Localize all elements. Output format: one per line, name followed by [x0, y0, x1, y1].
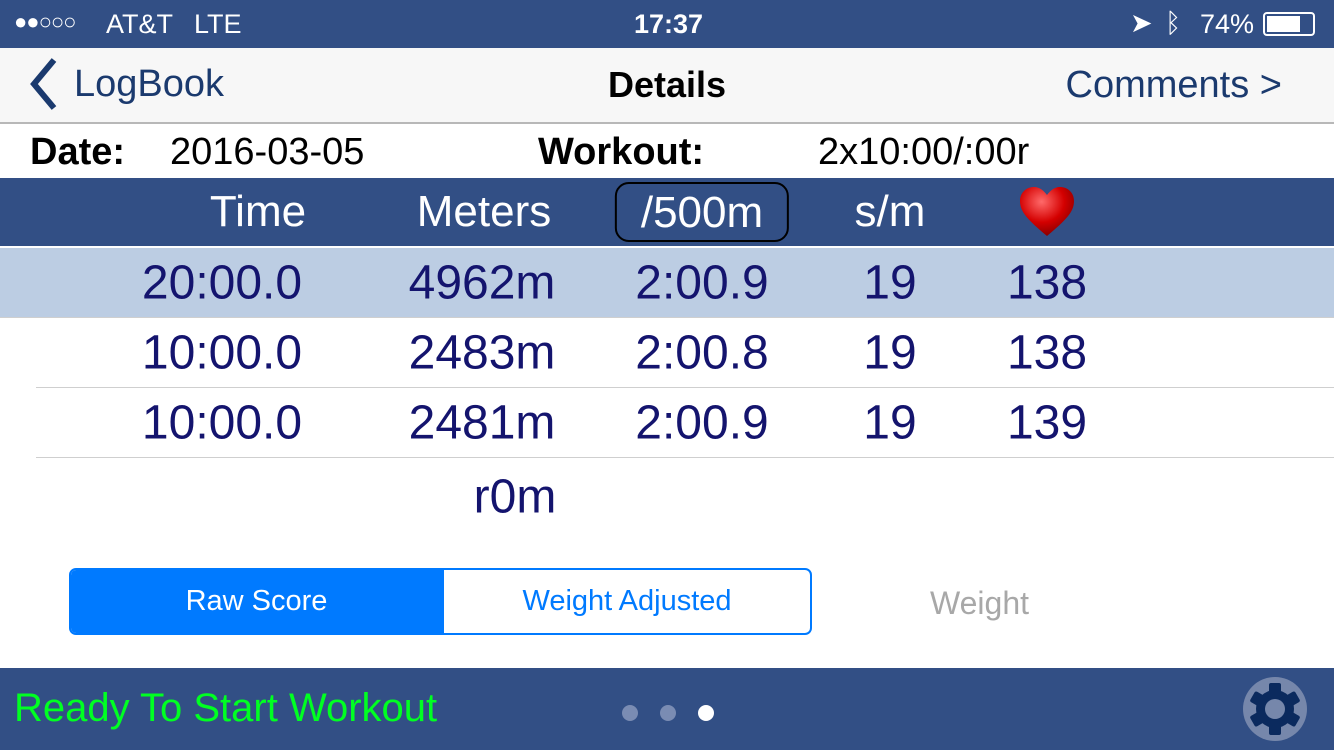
- workout-info: Date: 2016-03-05 Workout: 2x10:00/:00r: [0, 126, 1334, 178]
- cell-pace: 2:00.9: [635, 396, 769, 450]
- page-dot-active[interactable]: [698, 705, 714, 721]
- chevron-left-icon: [30, 58, 57, 110]
- cell-stroke-rate: 19: [863, 396, 917, 450]
- page-title: Details: [607, 64, 727, 105]
- rest-row: r0m: [0, 462, 1334, 532]
- header-time[interactable]: Time: [209, 187, 307, 236]
- header-stroke-rate[interactable]: s/m: [854, 187, 926, 236]
- battery-icon: [1263, 12, 1315, 36]
- cell-meters: 4962m: [408, 256, 556, 310]
- cell-stroke-rate: 19: [863, 256, 917, 310]
- raw-score-segment[interactable]: Raw Score: [71, 570, 442, 633]
- bluetooth-icon: ᛒ: [1165, 8, 1182, 38]
- date-value: 2016-03-05: [170, 131, 365, 173]
- cell-heart-rate: 138: [1006, 256, 1088, 310]
- workout-value: 2x10:00/:00r: [818, 131, 1030, 173]
- network: LTE: [194, 9, 242, 39]
- page-dot[interactable]: [622, 705, 638, 721]
- navigation-bar: LogBook Details Comments >: [0, 48, 1334, 124]
- header-meters[interactable]: Meters: [416, 187, 552, 236]
- cell-stroke-rate: 19: [863, 326, 917, 380]
- cell-time: 10:00.0: [141, 326, 303, 380]
- cell-pace: 2:00.8: [635, 326, 769, 380]
- weight-field[interactable]: Weight: [930, 585, 1030, 621]
- total-row[interactable]: 20:00.0 4962m 2:00.9 19 138: [0, 248, 1334, 318]
- comments-button[interactable]: Comments >: [1065, 64, 1282, 106]
- cell-meters: 2481m: [408, 396, 556, 450]
- date-label: Date:: [30, 131, 126, 173]
- page-indicator[interactable]: [622, 705, 714, 721]
- back-label: LogBook: [74, 62, 225, 105]
- page-dot[interactable]: [660, 705, 676, 721]
- row-divider: [36, 387, 1334, 388]
- rest-distance: r0m: [473, 470, 557, 524]
- bottom-bar: Ready To Start Workout: [0, 668, 1334, 750]
- interval-row[interactable]: 10:00.0 2483m 2:00.8 19 138: [0, 318, 1334, 388]
- status-bar: ●●○○○ AT&T LTE 17:37 ➤ ᛒ 74%: [0, 0, 1334, 48]
- score-segmented-control: Raw Score Weight Adjusted: [69, 568, 812, 635]
- workout-label: Workout:: [538, 131, 705, 173]
- battery-percent: 74%: [1200, 9, 1255, 39]
- cell-meters: 2483m: [408, 326, 556, 380]
- table-header: Time Meters /500m s/m: [0, 178, 1334, 246]
- interval-row[interactable]: 10:00.0 2481m 2:00.9 19 139: [0, 388, 1334, 458]
- ready-status: Ready To Start Workout: [14, 686, 438, 730]
- heart-icon[interactable]: [1018, 186, 1076, 238]
- settings-gear-icon[interactable]: [1242, 676, 1308, 742]
- cell-pace: 2:00.9: [635, 256, 769, 310]
- cell-heart-rate: 139: [1006, 396, 1088, 450]
- clock: 17:37: [634, 9, 704, 39]
- row-divider: [36, 457, 1334, 458]
- back-button[interactable]: LogBook: [28, 56, 224, 112]
- row-divider: [0, 317, 1334, 318]
- weight-adjusted-segment[interactable]: Weight Adjusted: [442, 570, 810, 633]
- location-icon: ➤: [1130, 8, 1153, 38]
- cell-time: 20:00.0: [141, 256, 303, 310]
- cell-time: 10:00.0: [141, 396, 303, 450]
- carrier: AT&T: [106, 9, 173, 39]
- header-pace[interactable]: /500m: [614, 182, 790, 242]
- signal-strength: ●●○○○: [14, 9, 76, 34]
- cell-heart-rate: 138: [1006, 326, 1088, 380]
